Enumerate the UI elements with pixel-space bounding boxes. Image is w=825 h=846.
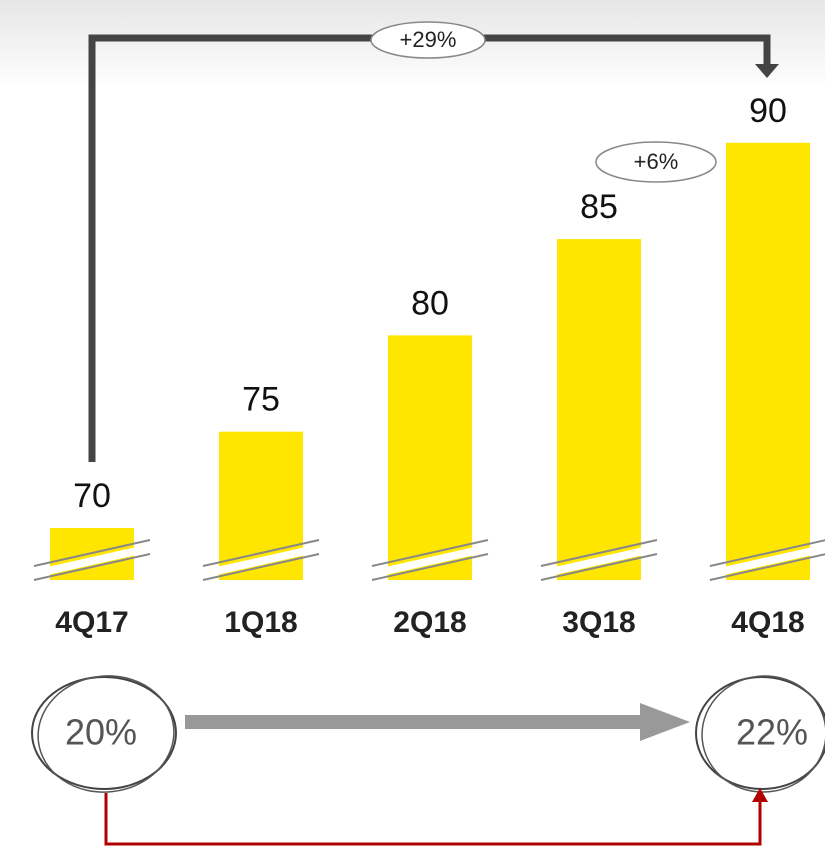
x-tick-label: 4Q17 bbox=[55, 606, 128, 639]
bar bbox=[557, 239, 641, 580]
annotation: +29% bbox=[400, 27, 457, 52]
axis-break bbox=[34, 544, 150, 578]
axis-break bbox=[203, 544, 319, 578]
axis-break bbox=[371, 553, 489, 581]
axis-break bbox=[709, 553, 825, 581]
axis-break bbox=[33, 539, 151, 567]
axis-break bbox=[540, 539, 658, 567]
arrow-head bbox=[755, 64, 779, 78]
axis-break bbox=[541, 544, 657, 578]
annotation-bubble bbox=[595, 141, 717, 183]
axis-break bbox=[202, 553, 320, 581]
arrow-head bbox=[752, 788, 768, 802]
x-tick-label: 1Q18 bbox=[224, 606, 297, 639]
annotation: 22% bbox=[736, 712, 808, 753]
x-tick-label: 2Q18 bbox=[393, 606, 466, 639]
trend-arrow bbox=[185, 715, 645, 729]
scribble-circle bbox=[701, 675, 825, 793]
annotation: +6% bbox=[634, 149, 679, 174]
arrow-head bbox=[640, 703, 690, 741]
axis-break bbox=[372, 544, 488, 578]
value-label: 90 bbox=[749, 92, 787, 130]
value-label: 80 bbox=[411, 284, 449, 322]
x-tick-label: 3Q18 bbox=[562, 606, 635, 639]
axis-break bbox=[709, 539, 825, 567]
axis-break bbox=[33, 553, 151, 581]
scribble-circle bbox=[31, 676, 177, 790]
axis-break bbox=[710, 544, 825, 578]
axis-break bbox=[202, 539, 320, 567]
x-tick-label: 4Q18 bbox=[731, 606, 804, 639]
scribble-circle bbox=[37, 675, 175, 793]
annotation: 20% bbox=[65, 712, 137, 753]
value-label: 70 bbox=[73, 477, 111, 515]
red-bracket bbox=[104, 793, 762, 846]
value-label: 85 bbox=[580, 188, 618, 226]
scribble-circle bbox=[695, 676, 825, 790]
bar bbox=[388, 335, 472, 580]
annotation-bubble bbox=[370, 21, 486, 59]
axis-break bbox=[371, 539, 489, 567]
bar bbox=[726, 142, 810, 580]
value-label: 75 bbox=[242, 381, 280, 419]
axis-break bbox=[540, 553, 658, 581]
plot: 70 4Q17 75 1Q18 80 2Q18 85 3Q18 90 4Q18 bbox=[33, 92, 825, 639]
